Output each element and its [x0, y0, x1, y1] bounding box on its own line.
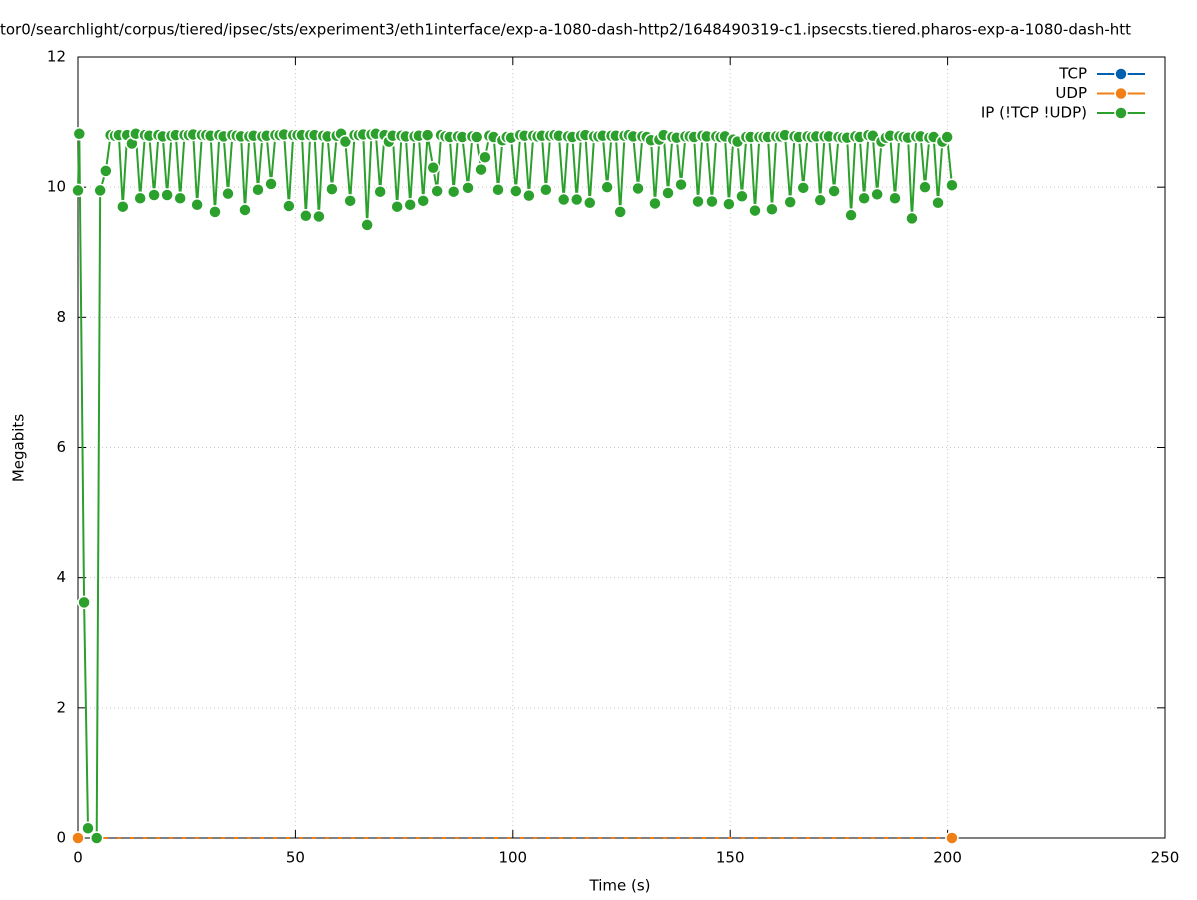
data-point	[446, 184, 461, 199]
data-point	[648, 196, 662, 211]
data-point	[569, 192, 584, 207]
data-point	[945, 831, 959, 845]
data-point	[945, 178, 959, 192]
data-point	[870, 187, 884, 202]
data-point	[251, 183, 265, 197]
legend-label: UDP	[1055, 84, 1087, 102]
data-point	[931, 196, 945, 210]
data-point	[71, 183, 85, 198]
data-point	[661, 186, 675, 200]
y-tick-label: 8	[56, 308, 66, 326]
data-point	[221, 186, 235, 201]
x-tick-label: 250	[1151, 849, 1180, 867]
data-point	[491, 183, 505, 197]
data-point	[631, 181, 645, 196]
data-point	[77, 595, 91, 610]
data-point	[264, 177, 278, 191]
x-tick-label: 0	[73, 849, 83, 867]
legend-marker	[1114, 86, 1128, 101]
data-point	[343, 194, 357, 208]
data-point	[783, 195, 797, 209]
y-tick-label: 10	[47, 178, 66, 196]
data-point	[827, 184, 841, 198]
data-point	[390, 199, 404, 214]
data-point	[133, 191, 147, 205]
data-point	[282, 199, 296, 213]
data-point	[469, 130, 484, 144]
x-tick-label: 100	[498, 849, 527, 867]
plot-frame	[77, 56, 1166, 839]
data-point	[735, 189, 749, 204]
data-point	[430, 184, 444, 198]
data-point	[420, 128, 435, 142]
y-tick-label: 12	[47, 48, 66, 66]
data-point	[160, 188, 174, 202]
data-point	[426, 160, 440, 175]
data-point	[522, 188, 536, 203]
data-point	[583, 196, 597, 210]
data-point	[478, 150, 492, 164]
chart-title: tor0/searchlight/corpus/tiered/ipsec/sts…	[0, 21, 1131, 39]
data-point	[888, 191, 902, 205]
x-tick-label: 150	[716, 849, 745, 867]
data-point	[474, 162, 488, 177]
data-point	[691, 194, 705, 209]
y-tick-label: 6	[56, 438, 66, 456]
data-point	[748, 203, 762, 218]
data-point	[416, 194, 430, 208]
data-point	[722, 197, 736, 211]
data-point	[918, 180, 932, 194]
legend-marker	[1114, 106, 1128, 120]
data-point	[674, 177, 688, 192]
data-point	[325, 182, 339, 196]
x-tick-label: 50	[286, 849, 305, 867]
y-tick-label: 4	[56, 568, 66, 586]
data-point	[556, 192, 571, 207]
data-point	[81, 821, 95, 835]
series-line	[77, 131, 953, 841]
data-point	[190, 197, 204, 212]
legend-label: IP (!TCP !UDP)	[981, 104, 1087, 122]
data-point	[360, 218, 374, 232]
data-point	[905, 211, 919, 226]
data-point	[208, 205, 222, 219]
data-point	[403, 197, 417, 212]
data-point	[539, 183, 553, 197]
y-tick-label: 2	[56, 698, 66, 716]
data-point	[93, 183, 107, 198]
legend-marker	[1114, 67, 1128, 81]
data-point	[813, 193, 827, 207]
data-point	[765, 202, 779, 217]
data-point	[99, 164, 113, 178]
data-point	[600, 180, 614, 194]
data-point	[613, 205, 627, 219]
data-point	[312, 209, 326, 224]
data-point	[72, 127, 87, 141]
data-point	[940, 130, 954, 144]
data-point	[844, 208, 858, 222]
data-point	[299, 209, 313, 223]
data-point	[89, 831, 104, 845]
y-tick-label: 0	[56, 829, 66, 847]
data-point	[71, 831, 85, 845]
data-point	[373, 184, 387, 199]
data-point	[173, 191, 187, 205]
y-axis-label: Megabits	[10, 414, 28, 482]
data-point	[857, 191, 871, 205]
data-point	[147, 188, 161, 202]
data-point	[509, 184, 523, 198]
x-tick-label: 200	[933, 849, 962, 867]
data-point	[705, 194, 719, 209]
x-axis-label: Time (s)	[589, 877, 651, 895]
legend-label: TCP	[1058, 65, 1087, 83]
data-point	[338, 134, 353, 149]
data-point	[238, 203, 252, 217]
data-point	[796, 181, 810, 195]
data-point	[461, 181, 475, 195]
data-point	[116, 199, 130, 214]
